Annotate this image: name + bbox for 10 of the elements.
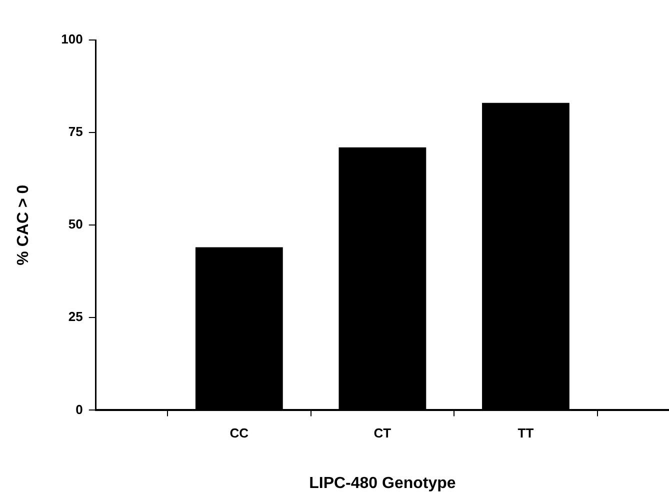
y-tick-label: 75 xyxy=(68,124,83,140)
x-tick-label: TT xyxy=(518,426,534,441)
y-axis-title: % CAC > 0 xyxy=(15,184,32,266)
x-tick-label: CT xyxy=(374,426,392,441)
x-axis-title: LIPC-480 Genotype xyxy=(309,474,456,492)
y-tick-label: 0 xyxy=(76,402,83,417)
y-tick-label: 100 xyxy=(61,32,83,47)
x-tick-label: CC xyxy=(230,426,250,441)
y-tick-label: 25 xyxy=(68,309,83,324)
y-tick-label: 50 xyxy=(68,216,83,232)
